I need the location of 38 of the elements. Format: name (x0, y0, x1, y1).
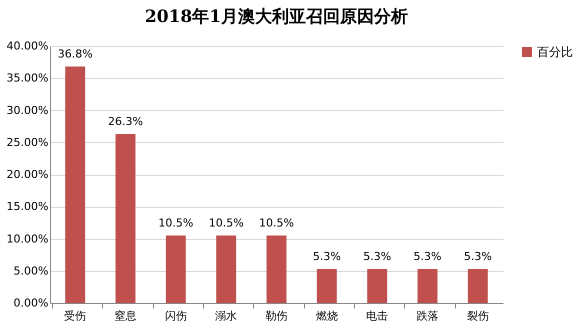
bar (367, 268, 388, 303)
bar (116, 134, 136, 303)
data-label: 5.3% (414, 250, 442, 263)
data-label: 5.3% (312, 250, 341, 263)
data-label: 36.8% (58, 48, 93, 61)
x-tick-label: 裂伤 (466, 310, 489, 322)
x-tick-label: 溺水 (215, 310, 238, 322)
data-label: 10.5% (208, 216, 244, 230)
data-label: 10.5% (259, 216, 294, 230)
bar (418, 268, 438, 303)
bar (166, 236, 186, 303)
bar (216, 236, 236, 303)
y-tick-label: 35.00% (6, 72, 48, 85)
y-tick-label: 5.00% (14, 264, 48, 278)
x-tick-label: 受伤 (64, 310, 86, 322)
x-tick-label: 电击 (366, 310, 388, 322)
y-tick-label: 0.00% (14, 296, 48, 310)
y-tick-label: 15.00% (6, 200, 48, 214)
chart-title: 2018年1月澳大利亚召回原因分析 (144, 7, 408, 27)
legend-label: 百分比 (537, 45, 573, 59)
y-tick-label: 40.00% (6, 40, 48, 52)
x-tick-label: 跌落 (416, 310, 438, 322)
x-tick-label: 燃烧 (316, 310, 338, 322)
data-label: 26.3% (108, 115, 143, 128)
x-tick-label: 勒伤 (266, 310, 288, 322)
bar (266, 236, 286, 303)
x-tick-label: 闪伤 (164, 310, 187, 322)
bar (316, 268, 337, 303)
y-tick-label: 30.00% (6, 104, 48, 117)
data-label: 5.3% (464, 250, 492, 263)
data-label: 10.5% (158, 216, 194, 230)
y-tick-label: 25.00% (6, 136, 48, 149)
y-tick-label: 20.00% (6, 168, 48, 181)
y-tick-label: 10.00% (6, 232, 48, 246)
x-tick-label: 窒息 (114, 310, 136, 322)
bar (65, 66, 86, 303)
bar (468, 268, 488, 303)
data-label: 5.3% (363, 250, 392, 263)
